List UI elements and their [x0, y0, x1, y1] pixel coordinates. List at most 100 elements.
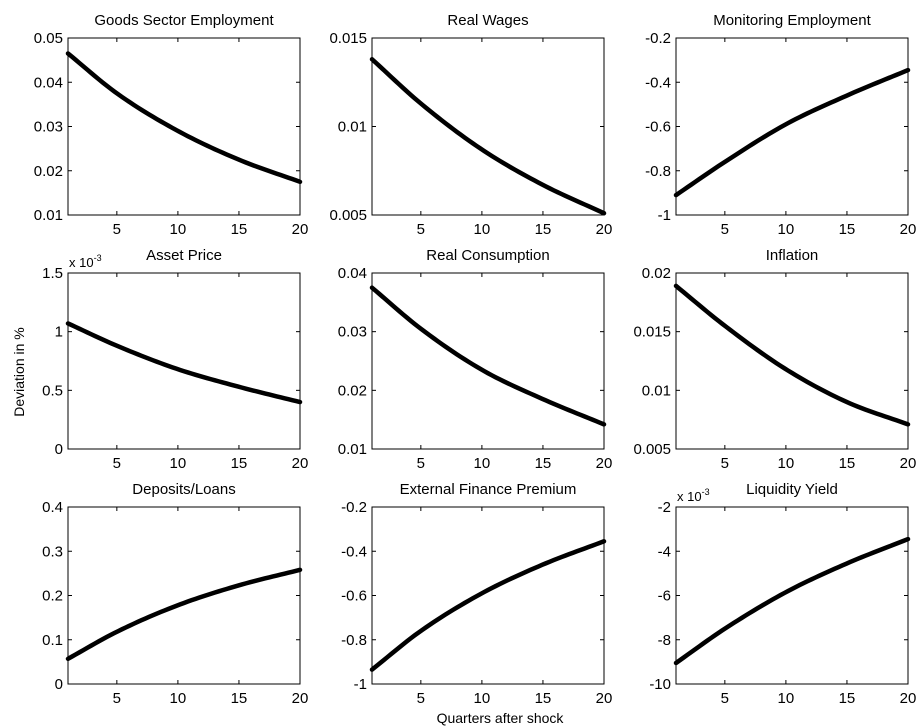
x-tick-label: 10 — [474, 455, 491, 472]
axes-box — [67, 272, 301, 450]
x-tick-label: 15 — [535, 690, 552, 707]
y-tick-label: 0 — [55, 441, 63, 458]
subplot-title: Liquidity Yield — [746, 481, 838, 498]
x-tick-label: 20 — [292, 455, 309, 472]
series-line — [673, 67, 911, 198]
series-line — [65, 51, 303, 185]
x-tick-label: 10 — [170, 221, 187, 238]
x-tick-label: 5 — [113, 455, 121, 472]
x-tick-label: 10 — [170, 455, 187, 472]
x-tick-label: 5 — [417, 221, 425, 238]
x-tick-label: 15 — [231, 455, 248, 472]
x-tick-label: 20 — [292, 221, 309, 238]
axes-box — [67, 506, 301, 685]
y-tick-label: -0.6 — [341, 588, 367, 605]
y-tick-label: 0.01 — [642, 382, 671, 399]
y-tick-label: -1 — [354, 676, 367, 693]
y-tick-label: 0.05 — [34, 30, 63, 47]
subplot-title: Asset Price — [146, 247, 222, 264]
figure-ylabel: Deviation in % — [11, 327, 27, 417]
x-tick-label: 10 — [170, 690, 187, 707]
x-tick-label: 20 — [596, 690, 613, 707]
x-tick-label: 10 — [778, 690, 795, 707]
subplot-9: Liquidity Yield 5 10 15 20 -10 -8 -6 -4 -2 x 10-3 — [649, 481, 916, 707]
y-tick-label: -10 — [649, 676, 671, 693]
series-line — [65, 321, 303, 405]
subplot-4: Asset Price 5 10 15 20 0 0.5 1 1.5 x 10-3 — [42, 247, 308, 472]
exponent-label: x 10-3 — [677, 487, 710, 504]
x-tick-label: 5 — [417, 455, 425, 472]
y-tick-label: 0.03 — [338, 324, 367, 341]
subplot-title: Monitoring Employment — [713, 12, 871, 29]
y-tick-label: -0.2 — [341, 499, 367, 516]
y-tick-label: -4 — [658, 543, 671, 560]
y-tick-label: 0.005 — [633, 441, 671, 458]
subplot-title: Real Wages — [447, 12, 528, 29]
subplot-6: Inflation 5 10 15 20 0.005 0.01 0.015 0.02 — [633, 247, 916, 472]
subplot-5: Real Consumption 5 10 15 20 0.01 0.02 0.03 0.04 — [338, 247, 613, 472]
y-tick-label: 0.2 — [42, 588, 63, 605]
y-tick-label: 0.015 — [633, 324, 671, 341]
y-tick-label: 0.02 — [642, 265, 671, 282]
subplot-title: Real Consumption — [426, 247, 549, 264]
x-tick-label: 15 — [839, 221, 856, 238]
x-tick-label: 5 — [113, 690, 121, 707]
subplot-2: Real Wages 5 10 15 20 0.005 0.01 0.015 — [329, 12, 612, 238]
x-tick-label: 10 — [474, 690, 491, 707]
x-tick-label: 15 — [231, 690, 248, 707]
y-tick-label: 0.03 — [34, 119, 63, 136]
y-tick-label: -6 — [658, 588, 671, 605]
y-tick-label: -0.6 — [645, 119, 671, 136]
series-line — [369, 285, 607, 427]
x-tick-label: 20 — [596, 221, 613, 238]
y-tick-label: 0.4 — [42, 499, 63, 516]
x-tick-label: 20 — [596, 455, 613, 472]
y-tick-label: 0.01 — [338, 119, 367, 136]
x-tick-label: 5 — [721, 221, 729, 238]
y-tick-label: -0.2 — [645, 30, 671, 47]
series-line — [673, 536, 911, 666]
x-tick-label: 20 — [292, 690, 309, 707]
series-line — [369, 539, 607, 672]
x-tick-label: 15 — [535, 221, 552, 238]
x-tick-label: 15 — [839, 455, 856, 472]
subplot-1: Goods Sector Employment 5 10 15 20 0.01 0.02 0.… — [34, 12, 309, 238]
axes-box — [67, 37, 301, 216]
y-tick-label: 0.04 — [34, 74, 63, 91]
x-tick-label: 15 — [231, 221, 248, 238]
y-tick-label: 0.01 — [338, 441, 367, 458]
subplot-title: Inflation — [766, 247, 819, 264]
y-tick-label: 0.3 — [42, 543, 63, 560]
figure-xlabel: Quarters after shock — [437, 710, 565, 726]
y-tick-label: -8 — [658, 632, 671, 649]
y-tick-label: 0.005 — [329, 207, 367, 224]
subplot-3: Monitoring Employment 5 10 15 20 -1 -0.8 -0.6 -0… — [645, 12, 916, 238]
y-tick-label: -0.8 — [645, 163, 671, 180]
exponent-label: x 10-3 — [69, 253, 102, 270]
y-tick-label: 0.015 — [329, 30, 367, 47]
subplot-8: External Finance Premium 5 10 15 20 -1 -0.8 -0.… — [341, 481, 612, 707]
axes-box — [675, 506, 909, 685]
y-tick-label: 0.5 — [42, 382, 63, 399]
series-line — [65, 567, 303, 662]
x-tick-label: 5 — [417, 690, 425, 707]
y-tick-label: -1 — [658, 207, 671, 224]
series-line — [673, 283, 911, 427]
y-tick-label: 0.04 — [338, 265, 367, 282]
x-tick-label: 10 — [474, 221, 491, 238]
axes-box — [371, 272, 605, 450]
x-tick-label: 20 — [900, 455, 917, 472]
subplot-title: Deposits/Loans — [132, 481, 235, 498]
x-tick-label: 15 — [535, 455, 552, 472]
x-tick-label: 20 — [900, 221, 917, 238]
axes-box — [371, 506, 605, 685]
x-tick-label: 5 — [721, 690, 729, 707]
axes-box — [675, 37, 909, 216]
x-tick-label: 10 — [778, 221, 795, 238]
x-tick-label: 20 — [900, 690, 917, 707]
x-tick-label: 15 — [839, 690, 856, 707]
x-tick-label: 5 — [721, 455, 729, 472]
y-tick-label: -2 — [658, 499, 671, 516]
y-tick-label: 0.02 — [338, 382, 367, 399]
y-tick-label: 0.1 — [42, 632, 63, 649]
